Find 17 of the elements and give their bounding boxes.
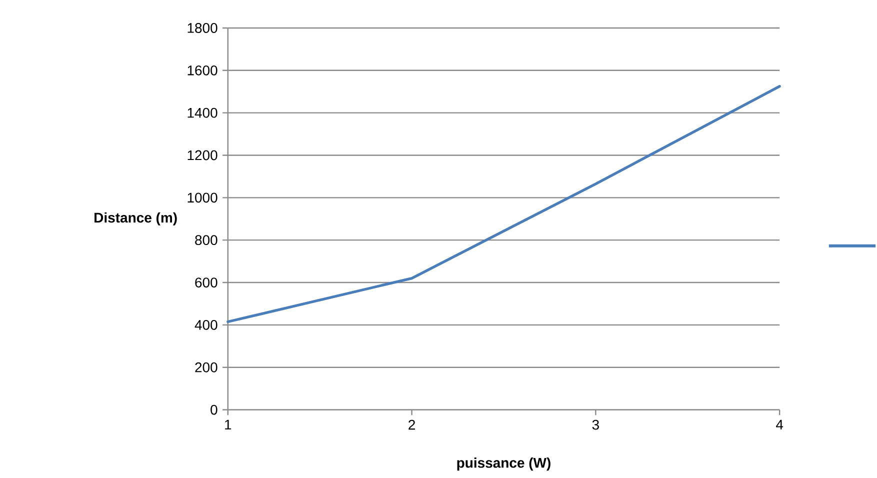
- y-tick-label: 200: [195, 362, 218, 372]
- x-tick-label: 3: [592, 420, 599, 430]
- y-tick-label: 1400: [188, 108, 218, 118]
- line-series: [226, 85, 781, 324]
- y-axis-title: Distance (m): [94, 212, 177, 226]
- y-tick-label: 1600: [188, 66, 218, 76]
- y-tick-label: 400: [194, 320, 218, 330]
- y-tick-label: 1000: [188, 192, 218, 203]
- y-tick-label: 800: [195, 235, 218, 246]
- x-tick-label: 2: [408, 420, 415, 430]
- y-tick-label: 0: [210, 404, 218, 415]
- y-tick-label: 1800: [188, 23, 218, 34]
- y-tick-label: 600: [195, 278, 218, 288]
- x-tick-label: 4: [776, 420, 784, 430]
- y-tick-label: 1200: [188, 150, 218, 160]
- x-axis-title: puissance (W): [457, 458, 550, 471]
- x-tick-label: 1: [225, 420, 232, 430]
